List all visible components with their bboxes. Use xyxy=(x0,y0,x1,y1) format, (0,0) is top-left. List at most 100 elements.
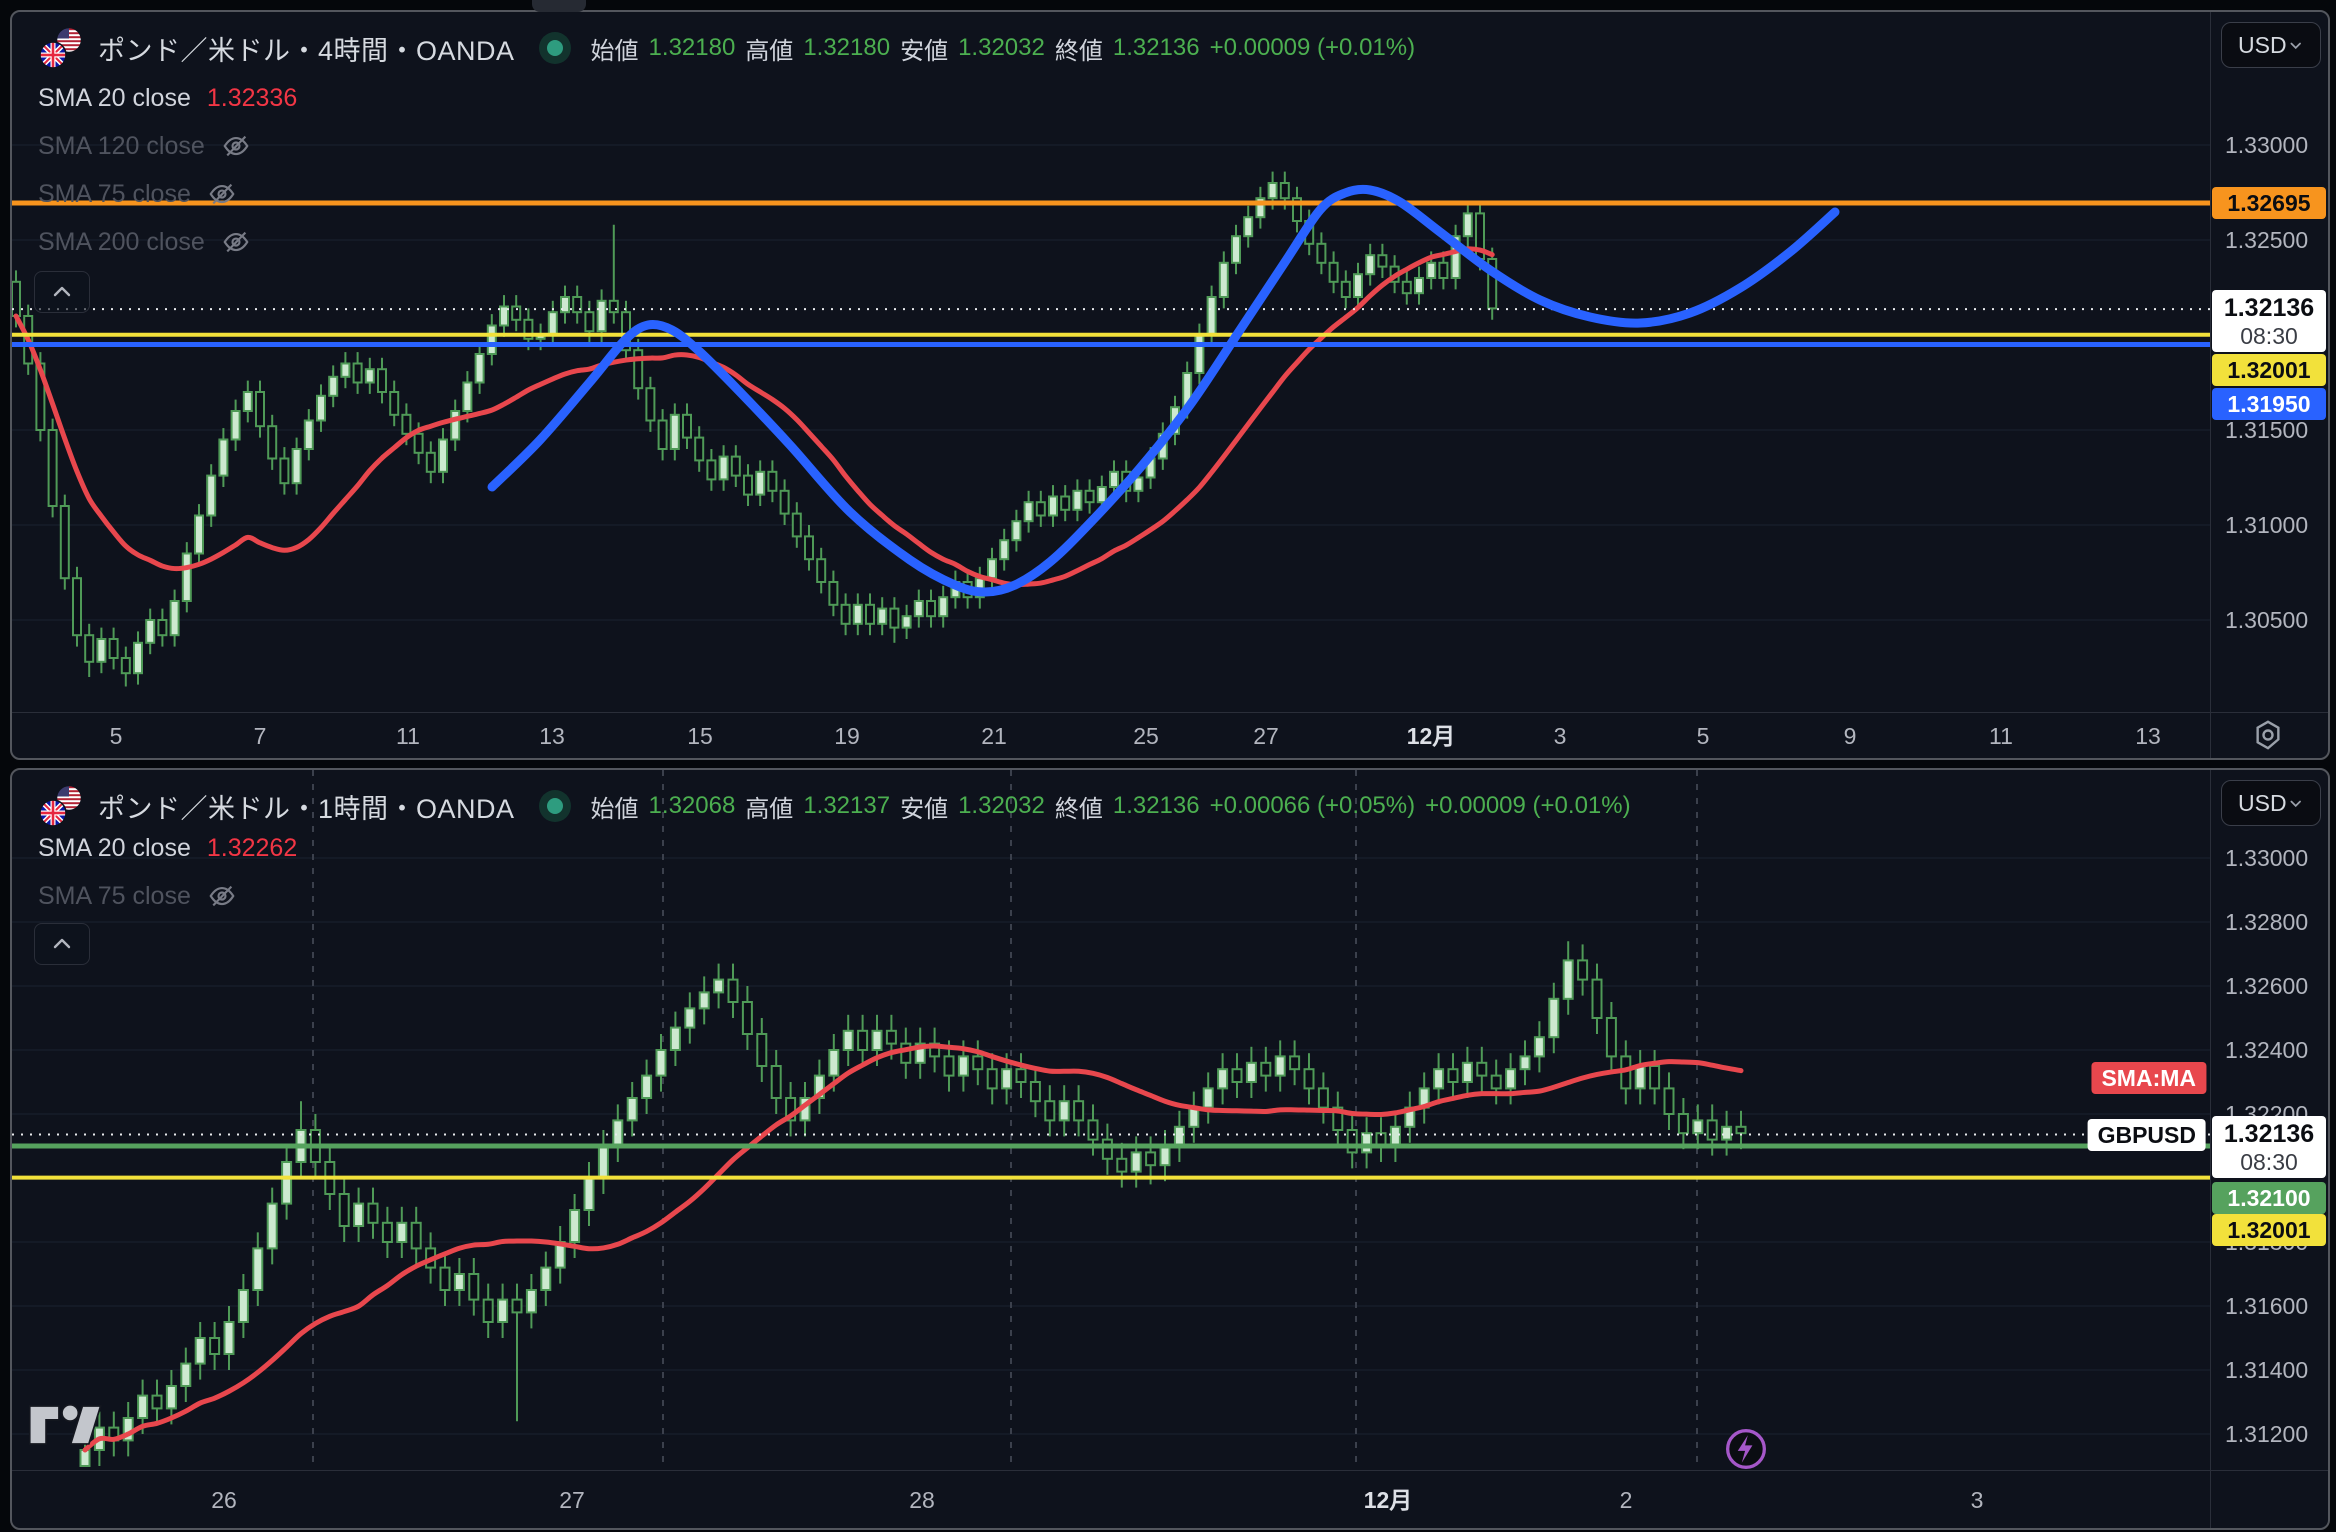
candle xyxy=(72,577,82,637)
time-tick: 11 xyxy=(396,723,420,749)
candle xyxy=(462,381,473,412)
time-tick: 26 xyxy=(211,1487,237,1513)
candle xyxy=(1035,501,1046,517)
candle xyxy=(1677,1113,1689,1135)
symbol-title[interactable]: ポンド／米ドル・1時間・OANDA xyxy=(98,793,515,824)
candle xyxy=(1255,197,1266,219)
market-status-dot xyxy=(538,790,571,822)
candle xyxy=(1450,235,1461,279)
indicator-label[interactable]: SMA 20 close xyxy=(38,83,191,112)
candle xyxy=(1706,1119,1718,1141)
price-tick: 1.31200 xyxy=(2225,1421,2309,1447)
candle xyxy=(1173,1125,1185,1147)
indicator-label[interactable]: SMA 75 close xyxy=(38,881,191,910)
candle xyxy=(381,1221,393,1243)
usd-currency-button[interactable]: USD xyxy=(2221,780,2321,826)
candle xyxy=(972,1055,984,1071)
candle xyxy=(584,311,595,333)
candle xyxy=(525,1289,537,1314)
candle xyxy=(1487,258,1498,310)
candle xyxy=(999,539,1010,561)
chevron-down-icon xyxy=(2290,800,2301,808)
candle xyxy=(813,1074,825,1100)
candle xyxy=(47,429,58,507)
candle xyxy=(1562,959,1574,1000)
candle xyxy=(871,1029,883,1051)
candle xyxy=(547,311,558,337)
price-axis[interactable]: USD 1.33000 1.32800 1.32600 1.32400 1.32200 1.… xyxy=(2210,770,2328,1528)
indicator-label[interactable]: SMA 20 close xyxy=(38,833,191,862)
candle xyxy=(1072,489,1083,511)
candle xyxy=(1289,1055,1301,1071)
candle xyxy=(1490,1074,1502,1090)
ohlc-value: 1.32180 xyxy=(648,34,736,61)
time-axis[interactable]: 5 7 11 13 15 19 21 25 27 12月 3 5 9 11 13 xyxy=(12,712,2328,758)
candle xyxy=(1101,1138,1113,1160)
candle xyxy=(1133,476,1144,492)
candle xyxy=(560,296,570,314)
candle xyxy=(1060,495,1071,511)
time-tick: 12月 xyxy=(1363,1487,1413,1513)
candle xyxy=(1145,1151,1157,1167)
candle xyxy=(230,410,241,441)
candle xyxy=(194,1337,206,1365)
price-tick: 1.30500 xyxy=(2225,607,2309,633)
price-level-label: 1.32695 xyxy=(2212,187,2326,219)
chevron-down-icon xyxy=(2290,42,2301,50)
candle xyxy=(767,470,778,492)
candle xyxy=(785,1097,797,1122)
candle xyxy=(608,299,619,314)
eye-off-icon[interactable] xyxy=(207,881,237,911)
price-tick: 1.33000 xyxy=(2225,132,2309,158)
candle xyxy=(540,1266,552,1292)
price-tick: 1.31600 xyxy=(2225,1293,2309,1319)
candle xyxy=(694,436,705,462)
currency-label: USD xyxy=(2238,789,2287,816)
candle xyxy=(218,438,229,477)
candle xyxy=(401,413,412,435)
indicator-label[interactable]: SMA 200 close xyxy=(38,227,205,256)
candle xyxy=(1692,1119,1704,1135)
candle xyxy=(1519,1055,1531,1071)
candle xyxy=(1292,197,1302,222)
eye-off-icon[interactable] xyxy=(221,131,251,161)
price-chart-plot[interactable] xyxy=(12,770,2210,1470)
candle xyxy=(727,978,739,1004)
candle xyxy=(1231,235,1241,264)
candle xyxy=(145,619,156,644)
candle xyxy=(1206,296,1217,336)
candle xyxy=(169,600,180,637)
usd-currency-button[interactable]: USD xyxy=(2221,22,2321,68)
ohlc-label: 終値 xyxy=(1054,37,1103,65)
collapse-button[interactable] xyxy=(34,923,90,965)
eye-off-icon[interactable] xyxy=(207,179,237,209)
candle xyxy=(151,1394,163,1410)
eye-off-icon[interactable] xyxy=(221,227,251,257)
candle xyxy=(900,1042,912,1064)
time-tick: 21 xyxy=(981,723,1007,749)
price-axis[interactable]: USD 1.33000 1.32500 1.31500 1.31000 1.30500 1.… xyxy=(2210,12,2328,758)
market-status-dot xyxy=(538,32,571,64)
candle xyxy=(1328,261,1339,283)
lightning-icon[interactable] xyxy=(1724,1427,1768,1471)
time-axis[interactable]: 26 27 28 12月 2 3 xyxy=(12,1470,2328,1528)
time-tick: 25 xyxy=(1133,723,1159,749)
horizontal-lines xyxy=(12,200,2210,347)
ohlc-label: 安値 xyxy=(900,37,949,65)
symbol-tag: GBPUSD xyxy=(2087,1119,2206,1151)
candle xyxy=(770,1065,782,1099)
candle xyxy=(1721,1125,1733,1141)
settings-icon[interactable] xyxy=(2250,717,2286,753)
toolbar-tab[interactable] xyxy=(532,0,586,12)
symbol-title[interactable]: ポンド／米ドル・4時間・OANDA xyxy=(98,35,515,66)
collapse-button[interactable] xyxy=(34,271,90,313)
indicator-label[interactable]: SMA 75 close xyxy=(38,179,191,208)
candle xyxy=(96,638,107,663)
candle xyxy=(1084,489,1095,504)
indicator-row: SMA 20 close 1.32336 xyxy=(38,78,297,118)
projection-curve[interactable] xyxy=(487,184,1840,597)
price-chart-plot[interactable] xyxy=(12,12,2210,712)
candle xyxy=(180,1362,192,1387)
candle xyxy=(499,305,509,327)
indicator-label[interactable]: SMA 120 close xyxy=(38,131,205,160)
